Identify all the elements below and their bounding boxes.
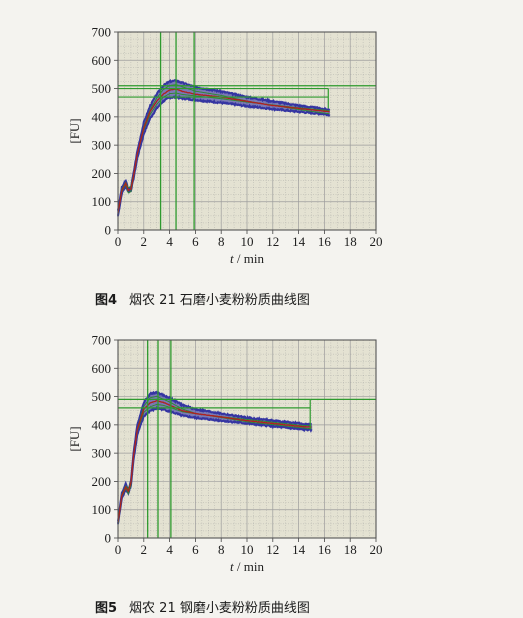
chart-figure-4: 0 100 200 300 400 500 600 700 0 2 4 6 8 10 12 14 16 18 20 [… <box>67 25 383 267</box>
x-axis-label: t / min <box>230 251 264 266</box>
x-tick-label: 0 <box>115 542 122 557</box>
lower-envelope-curve <box>117 405 313 524</box>
y-tick-label: 300 <box>92 138 112 153</box>
plot-frame <box>117 339 377 539</box>
x-axis-label: t / min <box>230 559 264 574</box>
y-tick-label: 200 <box>92 166 112 181</box>
x-axis-variable: t <box>230 251 234 266</box>
y-tick-label: 300 <box>92 446 112 461</box>
y-tick-label: 0 <box>105 531 112 546</box>
figure-5-caption: 图5 烟农 21 钢磨小麦粉粉质曲线图 <box>95 597 310 616</box>
lower-envelope-curve <box>117 93 331 217</box>
x-tick-label: 14 <box>292 542 306 557</box>
x-tick-label: 4 <box>166 234 173 249</box>
green-upper-curve <box>117 84 330 215</box>
upper-envelope-curve <box>117 390 313 522</box>
x-tick-label: 12 <box>266 542 279 557</box>
x-tick-label: 2 <box>141 542 148 557</box>
y-tick-label: 200 <box>92 474 112 489</box>
x-tick-label: 6 <box>192 542 199 557</box>
x-tick-label: 20 <box>370 542 383 557</box>
y-tick-label: 400 <box>92 417 112 432</box>
y-tick-label: 500 <box>92 389 112 404</box>
x-axis-unit: / min <box>234 559 265 574</box>
x-tick-label: 12 <box>266 234 279 249</box>
figure-5-number: 图5 <box>95 601 118 616</box>
y-tick-label: 500 <box>92 81 112 96</box>
x-tick-label: 8 <box>218 234 225 249</box>
x-tick-label: 18 <box>344 234 357 249</box>
y-tick-label: 400 <box>92 109 112 124</box>
y-tick-label: 700 <box>92 333 112 348</box>
x-tick-label: 16 <box>318 542 332 557</box>
x-tick-label: 6 <box>192 234 199 249</box>
y-tick-label: 0 <box>105 223 112 238</box>
x-tick-label: 2 <box>141 234 148 249</box>
y-tick-label: 600 <box>92 53 112 68</box>
y-tick-label: 100 <box>92 502 112 517</box>
x-tick-label: 14 <box>292 234 306 249</box>
median-curve <box>117 400 312 523</box>
plot-frame <box>117 31 377 231</box>
x-tick-label: 0 <box>115 234 122 249</box>
figure-5-caption-text: 烟农 21 钢磨小麦粉粉质曲线图 <box>129 601 310 616</box>
x-axis-variable: t <box>230 559 234 574</box>
chart-figure-5: 0 100 200 300 400 500 600 700 0 2 4 6 8 10 12 14 16 18 20 [… <box>67 333 383 575</box>
figure-4-caption: 图4 烟农 21 石磨小麦粉粉质曲线图 <box>95 289 310 308</box>
figure-4-caption-text: 烟农 21 石磨小麦粉粉质曲线图 <box>129 293 310 308</box>
x-axis-unit: / min <box>234 251 265 266</box>
x-tick-label: 8 <box>218 542 225 557</box>
y-axis-label: [FU] <box>67 426 82 451</box>
x-tick-label: 10 <box>241 542 254 557</box>
y-tick-label: 100 <box>92 194 112 209</box>
x-tick-label: 4 <box>166 542 173 557</box>
x-tick-label: 18 <box>344 542 357 557</box>
x-tick-label: 20 <box>370 234 383 249</box>
figure-4-number: 图4 <box>95 293 118 308</box>
x-tick-label: 16 <box>318 234 332 249</box>
upper-envelope-curve <box>117 78 331 211</box>
y-tick-label: 600 <box>92 361 112 376</box>
y-axis-label: [FU] <box>67 118 82 143</box>
y-tick-label: 700 <box>92 25 112 40</box>
x-tick-label: 10 <box>241 234 254 249</box>
